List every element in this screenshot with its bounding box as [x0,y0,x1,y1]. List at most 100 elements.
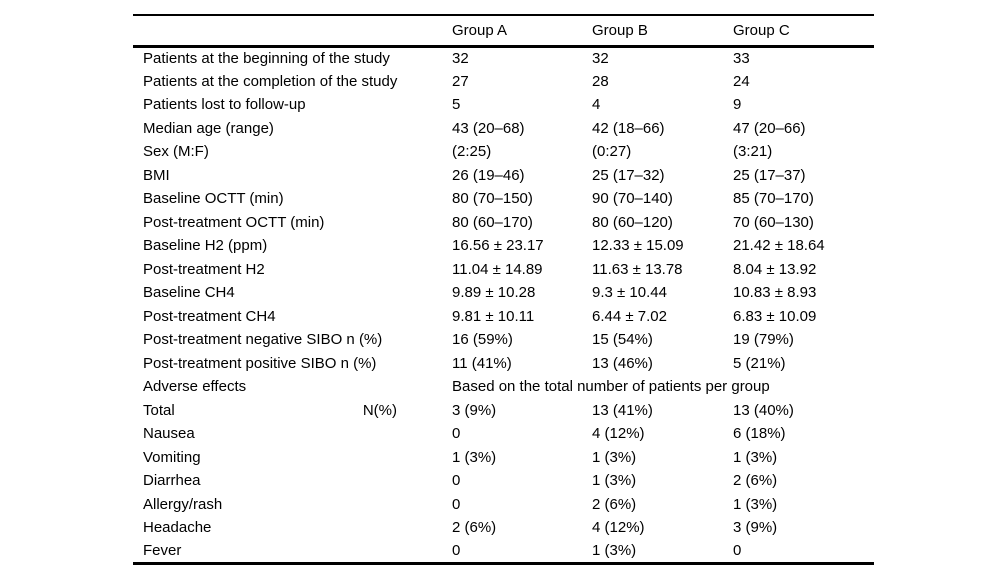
table-row: Baseline H2 (ppm) 16.56 ± 23.17 12.33 ± … [133,234,874,258]
table-row: Post-treatment H2 11.04 ± 14.89 11.63 ± … [133,258,874,282]
cell-group-a: 11 (41%) [452,354,512,372]
table-row: Headache 2 (6%) 4 (12%) 3 (9%) [133,516,874,540]
row-label: Median age (range) [143,119,274,137]
row-label: Nausea [143,425,195,443]
table-row: Baseline OCTT (min) 80 (70–150) 90 (70–1… [133,187,874,211]
table-row: Median age (range) 43 (20–68) 42 (18–66)… [133,117,874,141]
cell-group-c: 8.04 ± 13.92 [733,260,817,278]
cell-group-a: 16.56 ± 23.17 [452,237,544,255]
cell-group-c: 10.83 ± 8.93 [733,284,817,302]
header-group-b: Group B [592,21,648,39]
cell-group-c: 13 (40%) [733,401,794,419]
header-group-c: Group C [733,21,790,39]
study-results-table-wrap: Group A Group B Group C Patients at the … [133,14,874,565]
row-label: Post-treatment negative SIBO n (%) [143,331,383,349]
table-row-adverse-effects: Adverse effects Based on the total numbe… [133,375,874,399]
cell-group-b: 15 (54%) [592,331,653,349]
cell-group-c: 24 [733,72,750,90]
cell-group-b: 12.33 ± 15.09 [592,237,684,255]
cell-group-c: 1 (3%) [733,448,778,466]
cell-group-a: 3 (9%) [452,401,497,419]
row-label: Patients at the completion of the study [143,72,398,90]
cell-group-c: (3:21) [733,143,773,161]
cell-group-a: 0 [452,425,461,443]
header-group-a: Group A [452,21,508,39]
row-label: Patients at the beginning of the study [143,50,390,67]
cell-group-a: 2 (6%) [452,519,497,537]
row-label: Post-treatment positive SIBO n (%) [143,354,377,372]
cell-group-a: 43 (20–68) [452,119,525,137]
row-label: Headache [143,519,212,537]
row-label: Fever [143,542,182,559]
row-label: Vomiting [143,448,201,466]
cell-group-b: 1 (3%) [592,448,637,466]
cell-group-a: 9.81 ± 10.11 [452,307,535,325]
cell-group-c: 47 (20–66) [733,119,806,137]
adverse-effects-span-note: Based on the total number of patients pe… [452,378,770,396]
cell-group-c: 21.42 ± 18.64 [733,237,825,255]
row-label: Baseline H2 (ppm) [143,237,268,255]
cell-group-b: 32 [592,50,609,67]
cell-group-c: 5 (21%) [733,354,786,372]
row-label: Diarrhea [143,472,201,490]
cell-group-c: 70 (60–130) [733,213,814,231]
row-label: Adverse effects [143,378,247,396]
cell-group-a: 0 [452,472,461,490]
row-label: Allergy/rash [143,495,223,513]
study-results-table: Group A Group B Group C Patients at the … [133,14,874,565]
row-label: Post-treatment OCTT (min) [143,213,325,231]
table-row: Post-treatment CH4 9.81 ± 10.11 6.44 ± 7… [133,305,874,329]
cell-group-a: 32 [452,50,469,67]
row-label: Patients lost to follow-up [143,96,306,114]
cell-group-b: 90 (70–140) [592,190,673,208]
table-body: Patients at the beginning of the study 3… [133,46,874,563]
table-row: Vomiting 1 (3%) 1 (3%) 1 (3%) [133,446,874,470]
row-label: Baseline CH4 [143,284,235,302]
table-row: BMI 26 (19–46) 25 (17–32) 25 (17–37) [133,164,874,188]
row-label: Baseline OCTT (min) [143,190,284,208]
cell-group-c: 0 [733,542,742,559]
cell-group-b: (0:27) [592,143,632,161]
table-row: Baseline CH4 9.89 ± 10.28 9.3 ± 10.44 10… [133,281,874,305]
cell-group-a: 11.04 ± 14.89 [452,260,543,278]
cell-group-c: 6.83 ± 10.09 [733,307,817,325]
total-label-group: Total N(%) [143,403,452,418]
cell-group-c: 33 [733,50,750,67]
cell-group-c: 6 (18%) [733,425,786,443]
cell-group-a: 80 (70–150) [452,190,533,208]
cell-group-b: 6.44 ± 7.02 [592,307,667,325]
header-row: Group A Group B Group C [133,15,874,46]
cell-group-a: 0 [452,495,461,513]
row-label: Post-treatment CH4 [143,307,276,325]
table-row: Sex (M:F) (2:25) (0:27) (3:21) [133,140,874,164]
total-unit-label: N(%) [362,401,397,419]
cell-group-b: 80 (60–120) [592,213,673,231]
cell-group-b: 11.63 ± 13.78 [592,260,683,278]
table-row: Fever 0 1 (3%) 0 [133,540,874,564]
cell-group-b: 4 (12%) [592,425,645,443]
cell-group-b: 1 (3%) [592,472,637,490]
cell-group-b: 2 (6%) [592,495,637,513]
cell-group-a: 0 [452,542,461,559]
table-row: Nausea 0 4 (12%) 6 (18%) [133,422,874,446]
cell-group-c: 3 (9%) [733,519,778,537]
header-empty-cell [133,15,452,46]
cell-group-a: 1 (3%) [452,448,497,466]
cell-group-b: 25 (17–32) [592,166,665,184]
table-row: Patients at the completion of the study … [133,70,874,94]
cell-group-b: 42 (18–66) [592,119,665,137]
cell-group-a: (2:25) [452,143,492,161]
row-label: Post-treatment H2 [143,260,265,278]
table-row: Patients lost to follow-up 5 4 9 [133,93,874,117]
table-row: Post-treatment negative SIBO n (%) 16 (5… [133,328,874,352]
cell-group-c: 2 (6%) [733,472,778,490]
cell-group-b: 13 (41%) [592,401,653,419]
cell-group-a: 5 [452,96,461,114]
cell-group-b: 4 [592,96,601,114]
table-row-total: Total N(%) 3 (9%) 13 (41%) 13 (40%) [133,399,874,423]
cell-group-b: 1 (3%) [592,542,637,559]
cell-group-b: 4 (12%) [592,519,645,537]
cell-group-a: 9.89 ± 10.28 [452,284,536,302]
table-row: Patients at the beginning of the study 3… [133,46,874,70]
row-label: BMI [143,166,170,184]
